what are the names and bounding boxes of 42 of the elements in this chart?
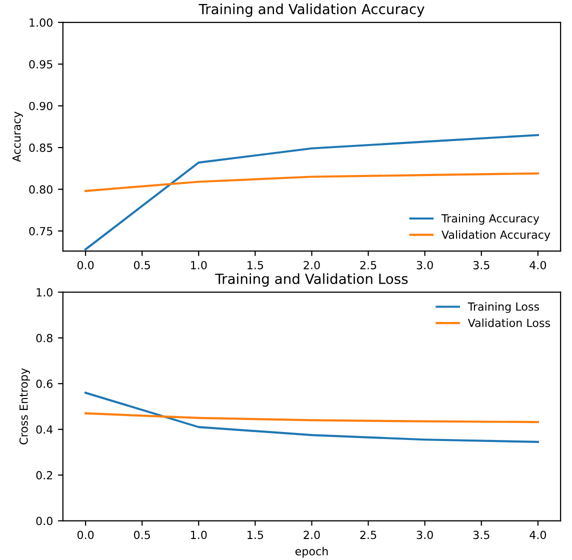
y-tick-label: 0.85 bbox=[29, 144, 52, 152]
x-tick-label: 3.5 bbox=[473, 530, 490, 540]
y-tick-label: 0.0 bbox=[36, 516, 52, 526]
x-tick-label: 0.5 bbox=[134, 260, 150, 270]
x-axis-title: epoch bbox=[295, 546, 328, 558]
x-tick-label: 2.5 bbox=[360, 530, 376, 540]
x-tick-label: 4.0 bbox=[530, 260, 546, 270]
y-axis-title: Accuracy bbox=[12, 112, 23, 162]
y-tick-label: 0.8 bbox=[36, 334, 52, 342]
x-tick-label: 1.5 bbox=[248, 261, 264, 270]
legend-label: Validation Accuracy bbox=[442, 230, 550, 242]
y-tick-label: 0.95 bbox=[29, 60, 52, 68]
chart-title: Training and Validation Accuracy bbox=[198, 4, 424, 17]
y-tick-label: 0.6 bbox=[36, 380, 52, 388]
x-tick-label: 2.0 bbox=[304, 530, 320, 540]
legend-label: Validation Loss bbox=[468, 318, 550, 328]
x-tick-label: 1.0 bbox=[191, 260, 207, 270]
y-axis-title: Cross Entropy bbox=[19, 368, 30, 444]
y-tick-label: 0.90 bbox=[29, 102, 52, 110]
x-tick-label: 0.0 bbox=[77, 530, 94, 540]
y-tick-label: 1.0 bbox=[36, 288, 52, 297]
y-tick-label: 0.75 bbox=[29, 226, 52, 236]
x-tick-label: 3.5 bbox=[473, 260, 490, 270]
y-tick-label: 0.4 bbox=[36, 425, 53, 434]
y-tick-label: 0.2 bbox=[36, 471, 52, 480]
legend-label: Training Loss bbox=[468, 302, 539, 313]
chart-title: Training and Validation Loss bbox=[215, 273, 408, 287]
x-tick-label: 0.5 bbox=[134, 530, 150, 540]
x-tick-label: 4.0 bbox=[530, 530, 546, 540]
x-tick-label: 2.5 bbox=[360, 260, 376, 270]
line-series bbox=[84, 392, 539, 443]
x-tick-label: 0.0 bbox=[77, 260, 94, 270]
y-tick-label: 0.80 bbox=[29, 185, 52, 194]
x-tick-label: 1.0 bbox=[191, 530, 207, 540]
line-series bbox=[84, 172, 539, 192]
x-tick-label: 2.0 bbox=[304, 260, 320, 270]
x-tick-label: 1.5 bbox=[248, 530, 264, 540]
legend-label: Training Accuracy bbox=[441, 214, 540, 225]
x-tick-label: 3.0 bbox=[416, 260, 433, 270]
y-tick-label: 1.00 bbox=[30, 18, 52, 27]
line-series bbox=[84, 412, 539, 424]
x-tick-label: 3.0 bbox=[416, 530, 433, 540]
